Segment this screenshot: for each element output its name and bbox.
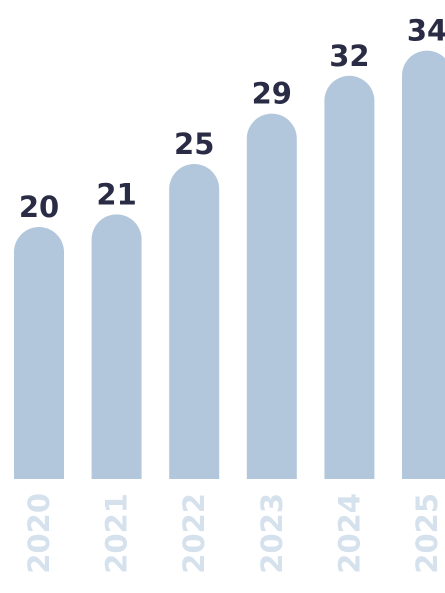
bar-2020 [14,227,64,479]
category-label-2020: 2020 [22,493,56,574]
value-labels-group: 20 21 25 29 32 34 [19,14,445,224]
category-label-2023: 2023 [255,493,289,574]
category-label-2025: 2025 [410,493,444,574]
value-label-2021: 21 [96,177,136,211]
bar-2022 [169,164,220,479]
year-labels-group: 2020 2021 2022 2023 2024 2025 [22,493,444,574]
bars-group [14,50,445,480]
value-label-2025: 34 [407,14,445,48]
category-label-2021: 2021 [100,493,134,574]
value-label-2024: 32 [329,39,369,73]
bar-2025 [402,50,445,479]
value-label-2020: 20 [19,190,59,224]
value-label-2023: 29 [252,77,292,111]
bar-2023 [246,113,297,479]
category-label-2022: 2022 [177,493,211,574]
value-label-2022: 25 [174,127,214,161]
category-label-2024: 2024 [332,493,366,574]
bar-2021 [91,214,142,479]
bar-2024 [324,75,375,480]
